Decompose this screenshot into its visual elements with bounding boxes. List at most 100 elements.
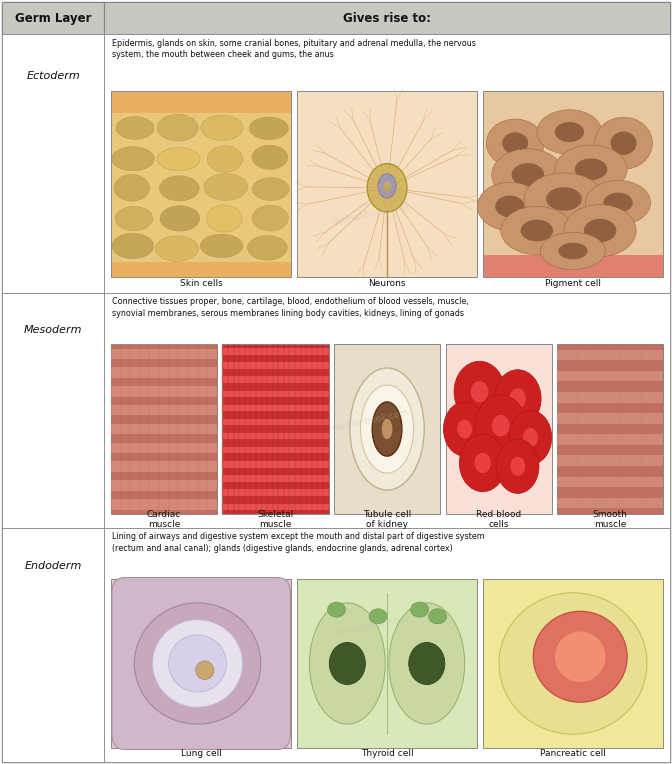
Ellipse shape xyxy=(200,234,243,257)
Ellipse shape xyxy=(558,243,587,259)
Ellipse shape xyxy=(595,117,653,170)
Bar xyxy=(111,461,217,472)
Bar xyxy=(222,345,329,513)
Ellipse shape xyxy=(546,187,582,211)
Text: Skeletal
muscle: Skeletal muscle xyxy=(257,510,294,529)
Ellipse shape xyxy=(208,146,243,172)
Ellipse shape xyxy=(309,603,385,724)
Bar xyxy=(111,579,292,748)
Ellipse shape xyxy=(501,206,573,254)
Ellipse shape xyxy=(157,115,198,141)
Bar xyxy=(222,377,329,383)
Ellipse shape xyxy=(389,603,465,724)
Bar xyxy=(2,293,104,528)
Ellipse shape xyxy=(252,178,289,200)
Ellipse shape xyxy=(252,206,288,231)
Bar xyxy=(2,2,104,34)
Text: Red blood
cells: Red blood cells xyxy=(476,510,521,529)
Ellipse shape xyxy=(350,368,424,490)
Ellipse shape xyxy=(247,235,288,261)
Ellipse shape xyxy=(155,236,198,261)
Bar xyxy=(111,386,217,397)
Bar xyxy=(482,254,663,277)
Ellipse shape xyxy=(112,147,155,171)
Ellipse shape xyxy=(524,173,603,225)
Ellipse shape xyxy=(382,419,392,439)
Ellipse shape xyxy=(169,635,226,692)
Bar xyxy=(111,348,217,359)
Ellipse shape xyxy=(497,439,539,494)
Ellipse shape xyxy=(555,145,627,193)
Ellipse shape xyxy=(523,428,538,447)
Bar xyxy=(111,424,217,434)
Bar xyxy=(482,579,663,748)
Ellipse shape xyxy=(537,110,602,154)
Text: Endoderm: Endoderm xyxy=(24,561,82,571)
Ellipse shape xyxy=(116,117,154,139)
Ellipse shape xyxy=(585,180,650,225)
Bar xyxy=(297,579,477,748)
Text: Mesoderm: Mesoderm xyxy=(24,325,83,335)
Text: Connective tissues proper, bone, cartilage, blood, endothelium of blood vessels,: Connective tissues proper, bone, cartila… xyxy=(112,297,469,318)
Bar xyxy=(222,490,329,496)
Bar xyxy=(104,293,670,528)
Bar xyxy=(111,499,217,510)
Ellipse shape xyxy=(492,415,509,436)
Ellipse shape xyxy=(249,117,288,140)
Bar xyxy=(222,348,329,354)
Ellipse shape xyxy=(327,602,345,617)
Ellipse shape xyxy=(474,453,491,473)
Bar xyxy=(557,434,663,445)
Bar xyxy=(111,114,292,277)
Bar xyxy=(2,528,104,762)
Ellipse shape xyxy=(329,643,366,685)
Ellipse shape xyxy=(384,181,390,190)
Ellipse shape xyxy=(454,361,505,422)
Bar xyxy=(222,503,329,510)
Ellipse shape xyxy=(511,163,544,186)
Ellipse shape xyxy=(509,388,526,409)
Ellipse shape xyxy=(112,233,154,259)
Bar xyxy=(557,350,663,360)
Text: Pigment cell: Pigment cell xyxy=(545,279,601,288)
Ellipse shape xyxy=(521,220,553,241)
Ellipse shape xyxy=(134,603,261,724)
Text: Germ Layer: Germ Layer xyxy=(15,11,91,25)
Bar xyxy=(104,34,670,293)
Ellipse shape xyxy=(534,611,627,702)
Text: Tubule cell
of kidney: Tubule cell of kidney xyxy=(363,510,411,529)
Text: Skin cells: Skin cells xyxy=(180,279,222,288)
Ellipse shape xyxy=(206,205,242,232)
Bar xyxy=(557,413,663,424)
Text: Smooth
muscle: Smooth muscle xyxy=(593,510,628,529)
Bar xyxy=(104,2,670,34)
Bar xyxy=(557,498,663,509)
Bar xyxy=(2,34,104,293)
Text: Lining of airways and digestive system except the mouth and distal part of diges: Lining of airways and digestive system e… xyxy=(112,533,485,553)
Ellipse shape xyxy=(475,395,526,456)
Ellipse shape xyxy=(160,206,200,231)
Ellipse shape xyxy=(477,183,542,231)
Bar xyxy=(222,405,329,411)
Ellipse shape xyxy=(584,219,616,242)
Ellipse shape xyxy=(492,149,564,201)
Bar xyxy=(334,345,440,513)
Bar xyxy=(297,91,477,277)
Ellipse shape xyxy=(201,115,243,141)
Text: Ectoderm: Ectoderm xyxy=(26,70,80,80)
Ellipse shape xyxy=(487,119,544,167)
Bar xyxy=(557,455,663,466)
Ellipse shape xyxy=(502,132,528,154)
Ellipse shape xyxy=(252,145,288,170)
Bar xyxy=(111,345,217,513)
Ellipse shape xyxy=(555,122,584,142)
Ellipse shape xyxy=(611,131,636,155)
Ellipse shape xyxy=(360,385,413,473)
Bar xyxy=(557,477,663,487)
Bar xyxy=(557,392,663,403)
Bar xyxy=(111,405,217,416)
Text: Lung cell: Lung cell xyxy=(181,749,222,758)
Text: mamanbook.com: mamanbook.com xyxy=(331,202,409,226)
Ellipse shape xyxy=(204,173,248,200)
Ellipse shape xyxy=(114,174,149,201)
